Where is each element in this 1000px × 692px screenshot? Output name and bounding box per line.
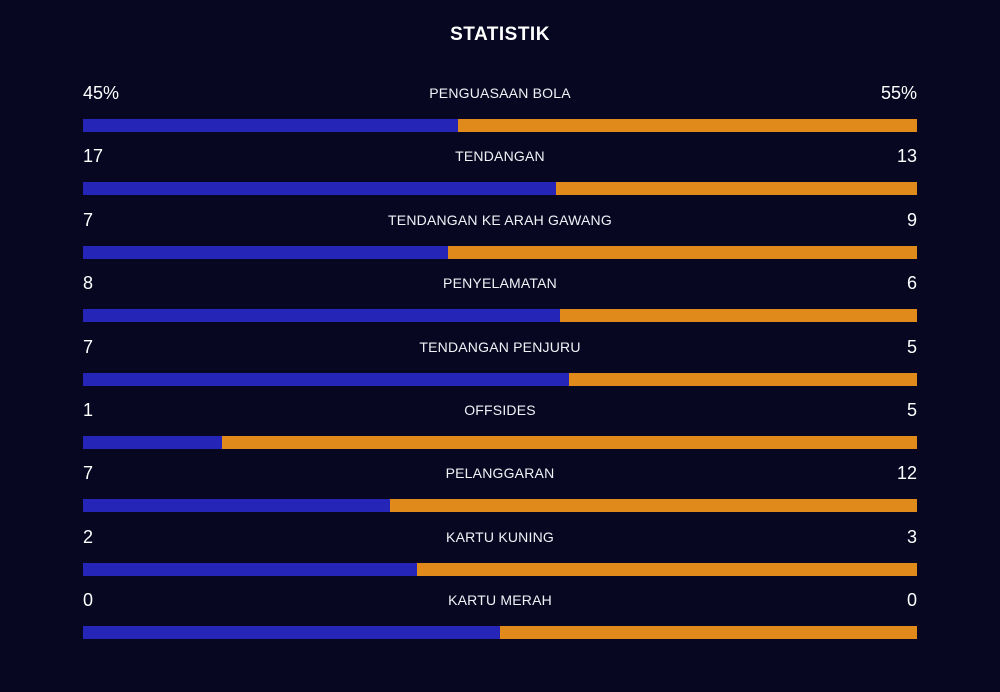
stat-label: TENDANGAN PENJURU (419, 338, 581, 355)
stat-bar-right (555, 182, 917, 196)
stat-value-left: 7 (83, 463, 94, 484)
stat-label: TENDANGAN KE ARAH GAWANG (388, 211, 612, 228)
stat-bar (83, 119, 917, 132)
stat-bar-left (83, 499, 391, 513)
stat-row: PENGUASAAN BOLA 45% 55% (83, 82, 917, 145)
stat-value-right: 3 (906, 526, 917, 547)
stat-label: KARTU KUNING (446, 528, 554, 545)
stat-bar-left (83, 372, 570, 386)
stat-bar-right (390, 499, 917, 513)
stat-bar-left (83, 626, 500, 640)
stat-label: PENGUASAAN BOLA (429, 85, 571, 101)
stat-header: TENDANGAN KE ARAH GAWANG 7 9 (83, 209, 917, 231)
stat-bar-left (83, 182, 556, 196)
stat-bar-right (458, 119, 917, 132)
stat-header: KARTU KUNING 2 3 (83, 526, 917, 548)
stat-bar (83, 182, 917, 196)
stat-bar (83, 562, 917, 576)
stat-value-left: 45% (83, 83, 120, 103)
stat-bar (83, 309, 917, 323)
stat-bar (83, 626, 917, 640)
stat-bar (83, 499, 917, 513)
stat-bar (83, 372, 917, 386)
stat-value-right: 55% (880, 83, 917, 103)
stat-bar-left (83, 119, 459, 132)
stat-bar-right (569, 372, 917, 386)
stat-bar-left (83, 435, 223, 449)
stat-value-right: 13 (896, 146, 917, 167)
stat-value-left: 7 (83, 209, 94, 230)
stat-label: OFFSIDES (464, 401, 536, 418)
stat-value-right: 12 (896, 463, 917, 484)
page-title: STATISTIK (450, 24, 550, 45)
stat-value-left: 7 (83, 336, 94, 357)
stat-bar-right (500, 626, 917, 640)
stat-value-left: 0 (83, 590, 94, 611)
stat-label: TENDANGAN (455, 148, 545, 165)
stat-row: TENDANGAN PENJURU 7 5 (83, 336, 917, 399)
stat-label: KARTU MERAH (448, 592, 552, 609)
stat-row: KARTU MERAH 0 0 (83, 589, 917, 652)
stat-row: TENDANGAN 17 13 (83, 145, 917, 208)
stat-bar-right (416, 562, 917, 576)
stat-row: KARTU KUNING 2 3 (83, 526, 917, 589)
stat-bar (83, 435, 917, 449)
stat-row: PELANGGARAN 7 12 (83, 462, 917, 525)
stat-header: OFFSIDES 1 5 (83, 399, 917, 421)
stat-value-right: 9 (906, 209, 917, 230)
stat-header: TENDANGAN PENJURU 7 5 (83, 336, 917, 358)
stat-value-left: 17 (83, 146, 104, 167)
stat-bar-right (559, 309, 917, 323)
stats-list: PENGUASAAN BOLA 45% 55% TENDANGAN 17 13 TENDAN… (83, 82, 917, 653)
stat-value-left: 2 (83, 526, 94, 547)
stat-header: PENYELAMATAN 8 6 (83, 272, 917, 294)
stat-bar-right (447, 245, 917, 259)
stat-header: KARTU MERAH 0 0 (83, 589, 917, 611)
stat-bar-left (83, 245, 448, 259)
stat-value-right: 6 (906, 273, 917, 294)
stat-bar-right (222, 435, 917, 449)
stat-row: OFFSIDES 1 5 (83, 399, 917, 462)
stat-label: PELANGGARAN (445, 465, 555, 482)
stat-value-left: 1 (83, 399, 94, 420)
stat-value-right: 5 (906, 399, 917, 420)
stat-value-right: 5 (906, 336, 917, 357)
stat-row: PENYELAMATAN 8 6 (83, 272, 917, 335)
stat-header: PENGUASAAN BOLA 45% 55% (83, 82, 917, 104)
stat-bar-left (83, 309, 560, 323)
stat-value-left: 8 (83, 273, 94, 294)
stat-bar-left (83, 562, 417, 576)
stat-header: TENDANGAN 17 13 (83, 145, 917, 167)
stat-label: PENYELAMATAN (443, 275, 557, 292)
stat-value-right: 0 (906, 590, 917, 611)
stat-bar (83, 245, 917, 259)
stat-row: TENDANGAN KE ARAH GAWANG 7 9 (83, 209, 917, 272)
stat-header: PELANGGARAN 7 12 (83, 462, 917, 484)
